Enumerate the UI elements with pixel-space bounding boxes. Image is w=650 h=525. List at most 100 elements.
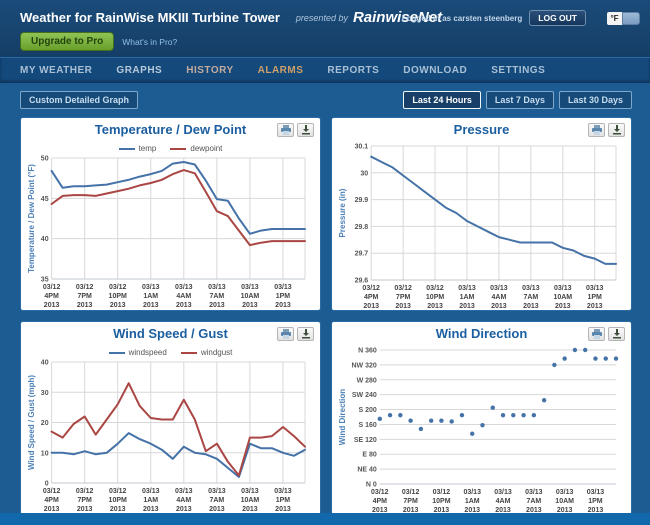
upgrade-to-pro-button[interactable]: Upgrade to Pro (20, 32, 115, 51)
printer-icon (280, 327, 292, 342)
svg-text:Wind Speed / Gust (mph): Wind Speed / Gust (mph) (27, 375, 36, 470)
chart-title-pressure: Pressure (453, 122, 510, 137)
legend-item-temp[interactable]: temp (118, 144, 157, 153)
svg-text:Temperature / Dew Point (°F): Temperature / Dew Point (°F) (27, 164, 36, 273)
content-area: Custom Detailed Graph Last 24 Hours Last … (0, 83, 650, 515)
legend-label: temp (138, 144, 157, 153)
logged-in-text: Logged in as carsten steenberg (401, 13, 523, 23)
svg-text:E 80: E 80 (362, 452, 377, 459)
chart-legend: windspeed windgust (27, 346, 314, 359)
download-icon (301, 123, 311, 138)
legend-item-windgust[interactable]: windgust (180, 348, 233, 357)
range-button-last-30-days[interactable]: Last 30 Days (558, 91, 632, 109)
svg-text:29.9: 29.9 (355, 197, 369, 204)
download-chart-button[interactable] (297, 327, 314, 341)
svg-text:0: 0 (45, 481, 49, 488)
nav-item-settings[interactable]: SETTINGS (491, 64, 546, 76)
svg-text:N 0: N 0 (366, 482, 377, 489)
print-chart-button[interactable] (588, 327, 605, 341)
toggle-knob (622, 11, 640, 25)
svg-text:20: 20 (41, 420, 49, 427)
page-title: Weather for RainWise MKIII Turbine Tower (20, 10, 280, 25)
presented-by-label: presented by (295, 12, 348, 23)
pressure-chart: 29.6 29.7 29.8 29.9 30 30.1 03/12 4PM 2013 03/12 7… (338, 144, 617, 310)
svg-text:S 200: S 200 (359, 407, 377, 414)
wind-speed-gust-chart: 0 10 20 30 40 03/12 4PM 2013 03/12 7PM 2013 03/12 10… (27, 360, 306, 513)
svg-text:SW 240: SW 240 (352, 392, 377, 399)
printer-icon (591, 327, 603, 342)
legend-label: windspeed (128, 348, 167, 357)
printer-icon (591, 123, 603, 138)
range-button-last-24-hours[interactable]: Last 24 Hours (403, 91, 481, 109)
nav-item-download[interactable]: DOWNLOAD (403, 64, 468, 76)
legend-label: windgust (200, 348, 233, 357)
legend-item-dewpoint[interactable]: dewpoint (170, 144, 222, 153)
legend-item-windspeed[interactable]: windspeed (108, 348, 167, 357)
chart-title-temperature-dewpoint: Temperature / Dew Point (94, 122, 247, 137)
printer-icon (280, 123, 292, 138)
legend-dash (170, 147, 187, 150)
download-icon (612, 327, 622, 342)
nav-item-alarms[interactable]: ALARMS (257, 64, 304, 76)
legend-dash (118, 147, 135, 150)
wind-direction-chart: N 0 NE 40 E 80 SE 120 S 160 S 200 SW 240 W 280 N… (338, 348, 619, 514)
unit-toggle[interactable]: °F (607, 11, 640, 25)
chart-title-wind-speed-gust: Wind Speed / Gust (113, 326, 228, 341)
print-chart-button[interactable] (588, 123, 605, 137)
nav-item-reports[interactable]: REPORTS (327, 64, 380, 76)
legend-dash (180, 351, 197, 354)
graph-toolbar: Custom Detailed Graph Last 24 Hours Last … (20, 91, 632, 109)
svg-text:40: 40 (41, 236, 49, 243)
svg-text:29.8: 29.8 (355, 224, 369, 231)
range-button-group: Last 24 Hours Last 7 Days Last 30 Days (403, 91, 632, 109)
custom-detailed-graph-button[interactable]: Custom Detailed Graph (20, 91, 139, 109)
svg-text:10: 10 (41, 450, 49, 457)
legend-label: dewpoint (190, 144, 223, 153)
svg-text:NE 40: NE 40 (357, 467, 377, 474)
charts-grid: Temperature / Dew Point temp dewpoint 35 4… (20, 117, 632, 515)
range-button-last-7-days[interactable]: Last 7 Days (485, 91, 554, 109)
whats-in-pro-link[interactable]: What's in Pro? (122, 36, 178, 47)
footer-strip (0, 513, 650, 525)
panel-temperature-dewpoint: Temperature / Dew Point temp dewpoint 35 4… (20, 117, 321, 311)
download-chart-button[interactable] (608, 123, 625, 137)
download-chart-button[interactable] (297, 123, 314, 137)
legend-dash (108, 351, 125, 354)
svg-text:45: 45 (41, 196, 49, 203)
print-chart-button[interactable] (277, 123, 294, 137)
svg-text:29.6: 29.6 (355, 278, 369, 285)
download-icon (612, 123, 622, 138)
svg-text:Wind Direction: Wind Direction (338, 389, 347, 445)
svg-text:W 280: W 280 (357, 377, 377, 384)
svg-text:40: 40 (41, 360, 49, 367)
print-chart-button[interactable] (277, 327, 294, 341)
nav-item-history[interactable]: HISTORY (186, 64, 234, 76)
logout-button[interactable]: LOG OUT (529, 10, 586, 26)
nav-item-graphs[interactable]: GRAPHS (116, 64, 163, 76)
download-chart-button[interactable] (608, 327, 625, 341)
nav-item-my-weather[interactable]: MY WEATHER (20, 64, 93, 76)
